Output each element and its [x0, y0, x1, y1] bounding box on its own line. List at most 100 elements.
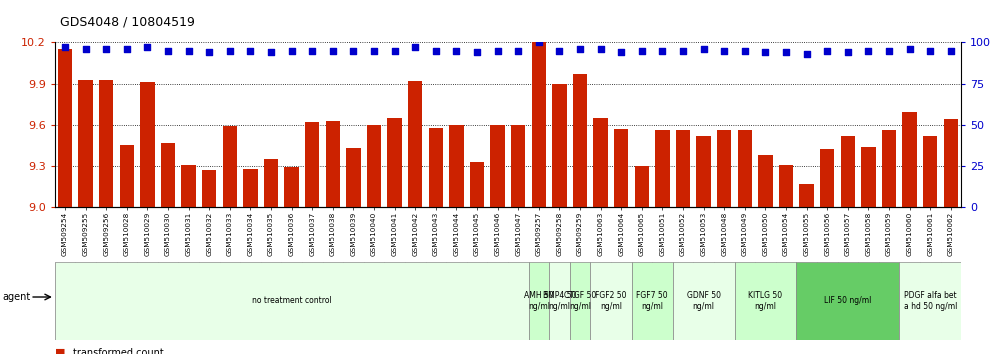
Bar	[223, 126, 237, 207]
Bar	[140, 82, 154, 207]
Bar	[923, 136, 937, 207]
Bar	[511, 125, 526, 207]
Point	[119, 46, 134, 52]
Bar	[55, 262, 529, 340]
Point	[428, 48, 444, 53]
Point	[57, 45, 73, 50]
Text: PDGF alfa bet
a hd 50 ng/ml: PDGF alfa bet a hd 50 ng/ml	[903, 291, 957, 310]
Bar	[820, 149, 835, 207]
Bar	[161, 143, 175, 207]
Point	[675, 48, 691, 53]
Point	[510, 48, 526, 53]
Point	[139, 45, 155, 50]
Point	[448, 48, 464, 53]
Bar	[881, 130, 896, 207]
Point	[861, 48, 876, 53]
Bar	[672, 262, 735, 340]
Bar	[529, 262, 549, 340]
Bar	[634, 166, 649, 207]
Point	[305, 48, 321, 53]
Bar	[347, 148, 361, 207]
Bar	[264, 159, 278, 207]
Point	[840, 50, 856, 55]
Point	[614, 50, 629, 55]
Bar	[841, 136, 855, 207]
Point	[943, 48, 959, 53]
Bar	[202, 170, 216, 207]
Point	[407, 45, 423, 50]
Bar	[99, 80, 114, 207]
Bar	[243, 169, 258, 207]
Point	[901, 46, 917, 52]
Point	[778, 50, 794, 55]
Bar	[696, 136, 711, 207]
Bar	[591, 262, 631, 340]
Bar	[570, 262, 591, 340]
Text: BMP4 50
ng/ml: BMP4 50 ng/ml	[543, 291, 576, 310]
Point	[531, 40, 547, 45]
Point	[922, 48, 938, 53]
Bar	[428, 127, 443, 207]
Point	[490, 48, 506, 53]
Text: GDS4048 / 10804519: GDS4048 / 10804519	[60, 15, 194, 28]
Point	[263, 50, 279, 55]
Point	[552, 48, 568, 53]
Point	[633, 48, 649, 53]
Point	[386, 48, 402, 53]
Text: AMH 50
ng/ml: AMH 50 ng/ml	[524, 291, 554, 310]
Point	[242, 48, 258, 53]
Bar	[573, 74, 588, 207]
Bar	[797, 262, 899, 340]
Point	[820, 48, 836, 53]
Bar	[305, 122, 320, 207]
Bar	[615, 129, 628, 207]
Bar	[594, 118, 608, 207]
Point	[881, 48, 897, 53]
Bar	[449, 125, 464, 207]
Text: no treatment control: no treatment control	[252, 296, 332, 306]
Point	[469, 50, 485, 55]
Bar	[552, 84, 567, 207]
Text: agent: agent	[2, 292, 30, 302]
Text: CTGF 50
ng/ml: CTGF 50 ng/ml	[564, 291, 597, 310]
Point	[222, 48, 238, 53]
Point	[654, 48, 670, 53]
Bar	[800, 184, 814, 207]
Text: KITLG 50
ng/ml: KITLG 50 ng/ml	[748, 291, 783, 310]
Bar	[758, 155, 773, 207]
Point	[201, 50, 217, 55]
Bar	[735, 262, 797, 340]
Point	[180, 48, 196, 53]
Point	[695, 46, 711, 52]
Point	[99, 46, 115, 52]
Bar	[943, 119, 958, 207]
Bar	[408, 81, 422, 207]
Bar	[387, 118, 401, 207]
Bar	[717, 130, 731, 207]
Bar	[549, 262, 570, 340]
Bar	[79, 80, 93, 207]
Bar	[285, 167, 299, 207]
Bar	[532, 42, 546, 207]
Point	[572, 46, 588, 52]
Bar	[899, 262, 961, 340]
Point	[758, 50, 774, 55]
Bar	[676, 130, 690, 207]
Text: transformed count: transformed count	[73, 348, 163, 354]
Point	[737, 48, 753, 53]
Point	[716, 48, 732, 53]
Text: ■: ■	[55, 348, 66, 354]
Point	[367, 48, 382, 53]
Point	[325, 48, 341, 53]
Bar	[367, 125, 381, 207]
Bar	[902, 113, 917, 207]
Point	[78, 46, 94, 52]
Point	[284, 48, 300, 53]
Bar	[470, 162, 484, 207]
Bar	[120, 145, 134, 207]
Bar	[58, 49, 73, 207]
Bar	[738, 130, 752, 207]
Text: FGF2 50
ng/ml: FGF2 50 ng/ml	[596, 291, 626, 310]
Text: LIF 50 ng/ml: LIF 50 ng/ml	[824, 296, 872, 306]
Bar	[779, 165, 793, 207]
